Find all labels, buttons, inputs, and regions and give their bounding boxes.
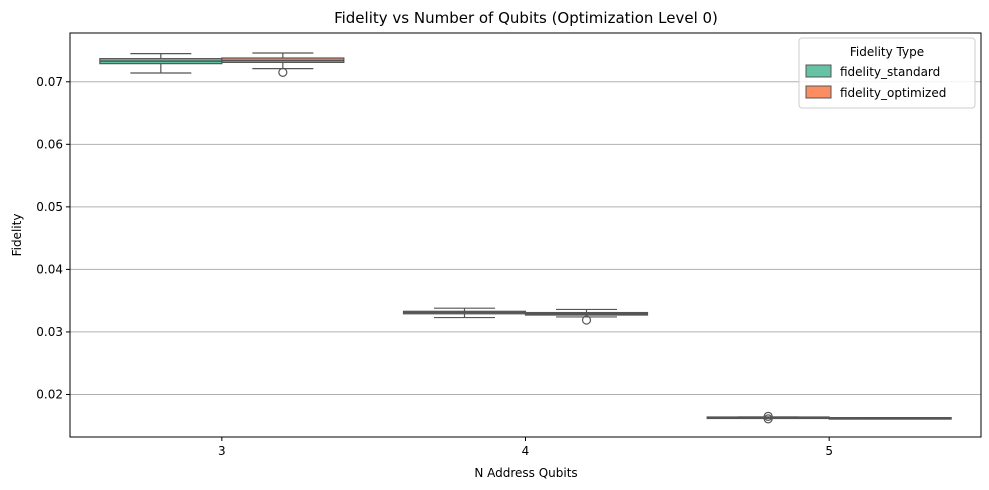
y-tick-label: 0.04 (36, 262, 63, 276)
box-fidelity_optimized-3 (221, 52, 345, 77)
grid-lines (70, 81, 981, 395)
y-tick-label: 0.02 (36, 387, 63, 401)
x-tick-label: 5 (825, 444, 833, 458)
x-axis-ticks: 3 4 5 (218, 437, 833, 458)
x-tick-label: 3 (218, 444, 226, 458)
legend-label-fidelity_optimized: fidelity_optimized (840, 86, 946, 100)
legend-items: fidelity_standard fidelity_optimized (805, 64, 946, 100)
legend-frame (798, 37, 976, 109)
x-axis-label: N Address Qubits (474, 466, 577, 480)
box-series-layer (99, 52, 952, 424)
outlier-point (278, 67, 288, 77)
y-tick-label: 0.06 (36, 137, 63, 151)
legend-swatch-fidelity_optimized (805, 85, 832, 99)
outlier-point (581, 315, 592, 325)
box-fidelity_standard-5 (706, 411, 830, 424)
legend: Fidelity Type fidelity_standardfidelity_… (798, 37, 976, 109)
y-tick-label: 0.03 (36, 325, 63, 339)
chart-title: Fidelity vs Number of Qubits (Optimizati… (334, 9, 718, 27)
outlier-point (763, 411, 773, 421)
box-fidelity_standard-3 (99, 53, 223, 74)
y-axis-label: Fidelity (10, 214, 24, 257)
legend-swatch-fidelity_standard (805, 64, 832, 78)
y-tick-label: 0.07 (36, 75, 63, 89)
y-axis-ticks: 0.02 0.03 0.04 0.05 0.06 0.07 (36, 75, 70, 401)
legend-title: Fidelity Type (850, 45, 924, 59)
legend-label-fidelity_standard: fidelity_standard (840, 65, 940, 79)
box-fidelity_optimized-5 (828, 417, 952, 420)
y-tick-label: 0.05 (36, 200, 63, 214)
box-fidelity_optimized-4 (524, 308, 649, 325)
x-tick-label: 4 (522, 444, 530, 458)
outlier-point (763, 414, 773, 424)
box-fidelity_standard-4 (402, 307, 527, 319)
